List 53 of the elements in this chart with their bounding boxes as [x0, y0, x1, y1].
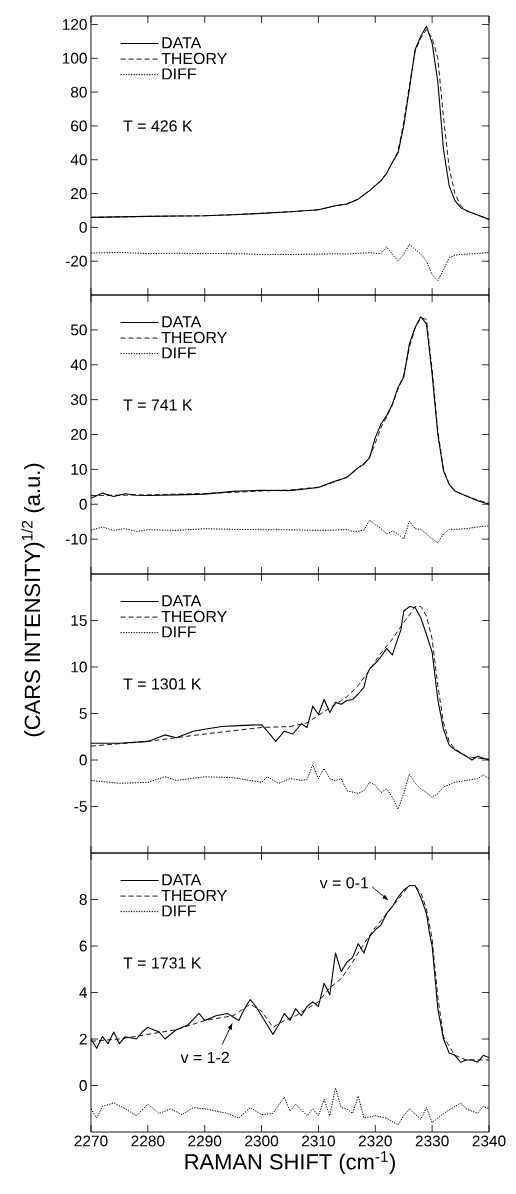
- y-tick-label: 4: [79, 987, 88, 998]
- y-tick-label: 2: [79, 1033, 87, 1045]
- y-tick-label: 8: [79, 894, 87, 905]
- annotation: T = 426 K: [123, 120, 193, 132]
- annotation: v = 1-2: [180, 1051, 229, 1063]
- x-tick-label: 2290: [188, 1135, 222, 1147]
- y-tick-label: 100: [62, 52, 87, 64]
- y-tick-label: 80: [70, 86, 87, 98]
- y-tick-label: 10: [71, 463, 87, 475]
- annotation: T = 1301 K: [123, 678, 202, 690]
- y-tick-label: 0: [79, 1080, 87, 1091]
- y-tick-label: -20: [65, 255, 87, 267]
- y-tick-label: 0: [79, 498, 87, 510]
- y-tick-label: 40: [70, 359, 87, 371]
- y-tick-label: 50: [70, 324, 87, 336]
- legend-label: THEORY: [161, 52, 227, 65]
- legend-label: THEORY: [161, 610, 227, 623]
- y-tick-label: 5: [79, 708, 87, 719]
- y-tick-label: 120: [62, 19, 87, 30]
- y-tick-label: -5: [74, 801, 87, 812]
- x-tick-label: 2310: [302, 1135, 335, 1147]
- y-tick-label: 20: [71, 188, 87, 200]
- y-tick-label: 15: [71, 615, 87, 626]
- y-tick-label: 6: [79, 940, 87, 952]
- y-tick-label: 0: [79, 754, 87, 766]
- legend-label: DATA: [162, 595, 202, 607]
- legend-label: DIFF: [162, 905, 196, 917]
- annotation: T = 741 K: [123, 399, 193, 411]
- annotation: T = 1731 K: [123, 957, 202, 969]
- legend-label: THEORY: [161, 331, 227, 344]
- legend-label: THEORY: [161, 889, 227, 902]
- legend-label: DIFF: [162, 626, 196, 638]
- y-tick-label: -10: [65, 533, 87, 545]
- x-axis-title: RAMAN SHIFT (cm$^{-1}$): [185, 1151, 395, 1174]
- legend-label: DIFF: [162, 68, 196, 80]
- x-tick-label: 2300: [245, 1135, 279, 1147]
- annotation: v = 0-1: [319, 877, 369, 889]
- y-tick-label: 20: [71, 429, 87, 440]
- y-tick-label: 60: [71, 120, 87, 132]
- x-tick-label: 2270: [74, 1135, 108, 1147]
- legend-label: DATA: [162, 37, 202, 49]
- y-axis-title: (CARS INTENSITY)$^{1/2}$ (a.u.): [21, 463, 45, 737]
- y-tick-label: 40: [70, 154, 87, 166]
- legend-label: DATA: [162, 874, 202, 886]
- x-tick-label: 2330: [415, 1135, 449, 1147]
- legend-label: DIFF: [162, 347, 196, 359]
- y-tick-label: 30: [70, 394, 87, 406]
- x-tick-label: 2340: [472, 1135, 506, 1147]
- y-tick-label: 10: [71, 661, 87, 673]
- x-tick-label: 2320: [358, 1135, 392, 1147]
- x-tick-label: 2280: [131, 1135, 165, 1147]
- y-tick-label: 0: [79, 221, 87, 233]
- legend-label: DATA: [162, 316, 202, 328]
